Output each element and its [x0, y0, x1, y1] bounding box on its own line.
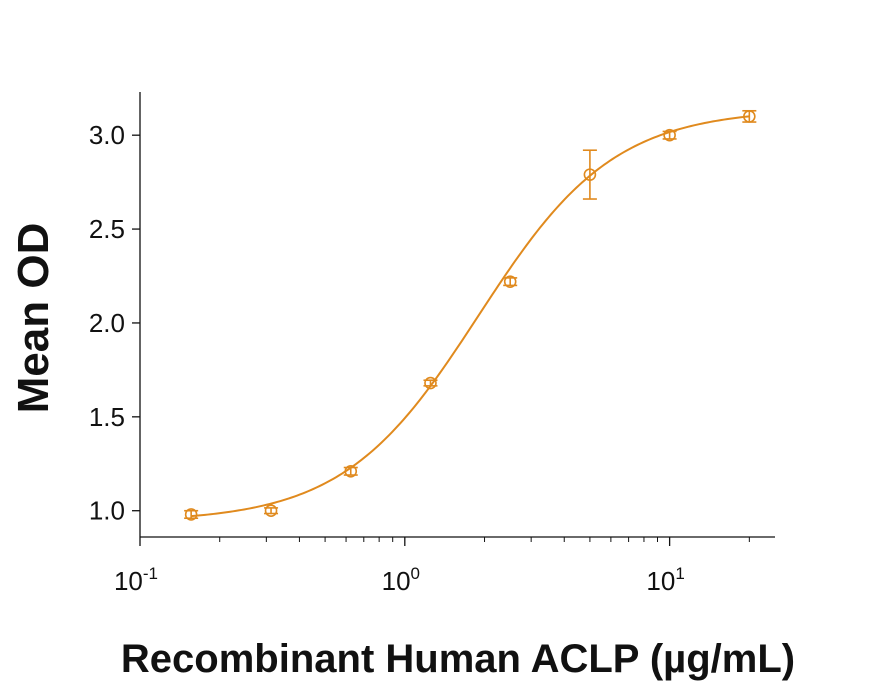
axes — [139, 92, 775, 538]
x-tick-label: 100 — [382, 564, 420, 596]
data-point — [264, 504, 279, 518]
data-point — [742, 109, 757, 123]
x-tick-label: 10-1 — [114, 564, 158, 596]
y-tick-label: 1.0 — [89, 496, 125, 526]
y-tick-label: 1.5 — [89, 402, 125, 432]
data-point — [184, 508, 199, 521]
y-axis-title: Mean OD — [9, 223, 58, 414]
x-axis-title: Recombinant Human ACLP (µg/mL) — [121, 637, 795, 681]
point-marker — [424, 376, 437, 390]
y-tick-label: 3.0 — [89, 120, 125, 150]
y-tick-label: 2.0 — [89, 308, 125, 338]
y-tick-label: 2.5 — [89, 214, 125, 244]
data-point — [423, 376, 438, 390]
data-point — [662, 128, 677, 142]
point-marker — [743, 110, 756, 123]
x-ticks: 10-1 100 101 — [114, 537, 750, 596]
point-marker — [503, 275, 517, 288]
x-tick-label: 101 — [646, 564, 684, 596]
data-point — [343, 464, 358, 478]
point-marker — [663, 128, 676, 142]
fit-curve — [191, 115, 750, 518]
point-marker — [344, 464, 358, 478]
point-marker — [264, 504, 278, 518]
data-point — [503, 275, 518, 288]
data-points — [184, 109, 757, 521]
point-marker — [583, 168, 597, 181]
data-point — [582, 149, 597, 200]
point-marker — [184, 508, 198, 521]
y-ticks: 1.0 1.5 2.0 2.5 3.0 — [89, 120, 140, 526]
